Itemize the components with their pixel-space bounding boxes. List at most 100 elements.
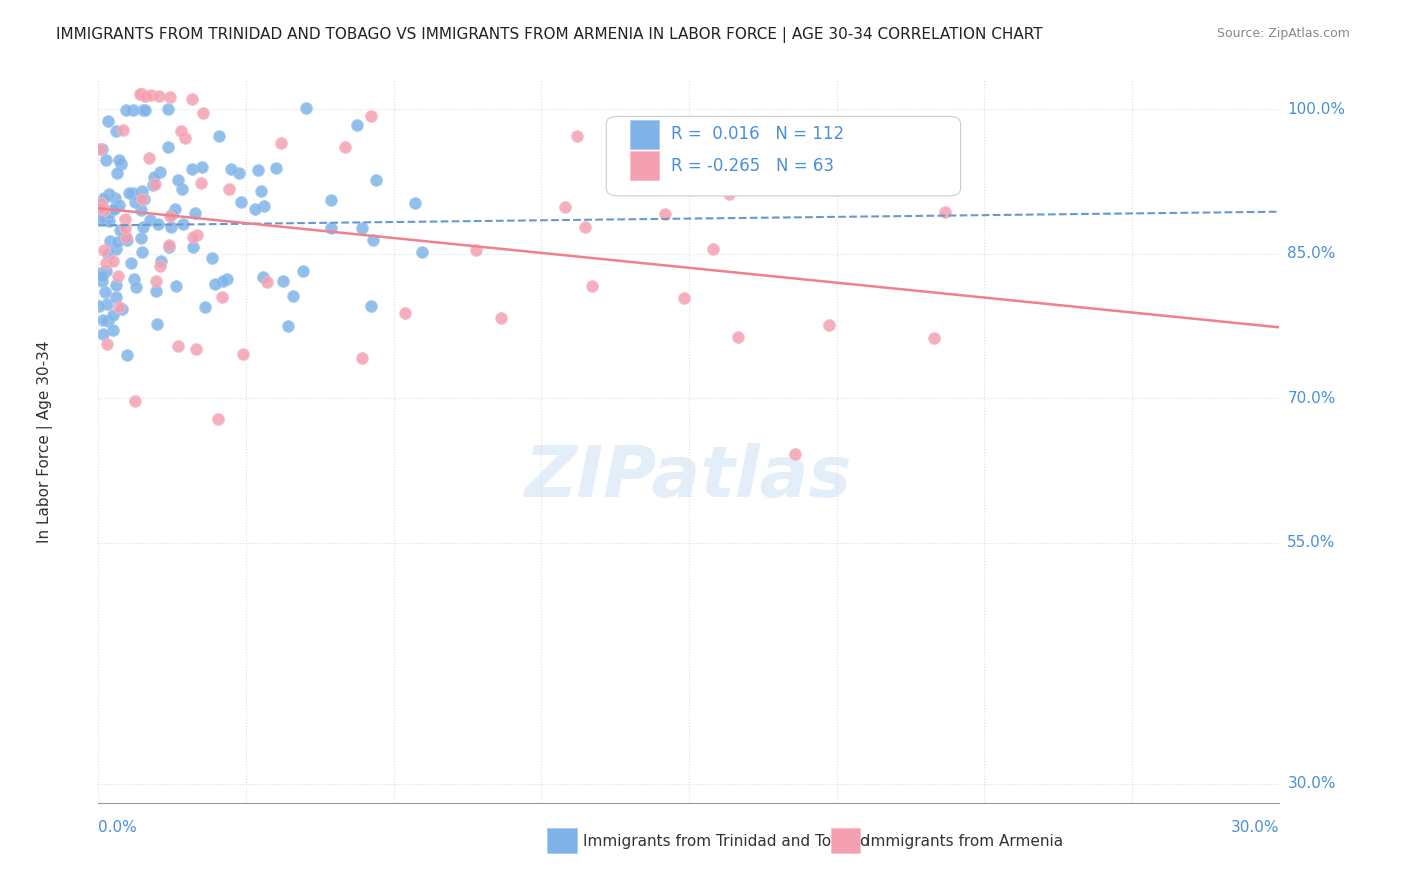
Point (253, 199, 276, 213)
Point (211, 290, 233, 304)
Point (252, 269, 274, 284)
Text: Immigrants from Trinidad and Tobago: Immigrants from Trinidad and Tobago (582, 834, 869, 848)
Point (87, 299, 110, 313)
Point (125, 280, 148, 294)
Point (228, 166, 250, 180)
Point (277, 318, 299, 333)
Point (91, 313, 114, 327)
Point (114, 212, 136, 227)
Point (134, 89, 156, 103)
Point (97, 114, 120, 128)
Text: 55.0%: 55.0% (1288, 535, 1336, 550)
Point (108, 198, 131, 212)
Point (138, 213, 160, 227)
Point (97, 214, 120, 228)
Point (218, 181, 240, 195)
Point (352, 220, 374, 235)
Point (246, 163, 269, 178)
Point (110, 156, 132, 170)
Point (96, 212, 118, 227)
FancyBboxPatch shape (547, 828, 576, 854)
Point (105, 166, 128, 180)
Point (101, 323, 124, 337)
Point (360, 300, 382, 314)
Point (131, 244, 153, 259)
Point (89, 199, 111, 213)
Point (194, 301, 217, 315)
Point (122, 186, 145, 201)
Point (134, 103, 156, 117)
Point (190, 176, 212, 190)
Point (554, 200, 576, 214)
Point (146, 217, 169, 231)
Point (157, 102, 180, 116)
Point (131, 202, 153, 217)
Point (114, 103, 136, 117)
Point (922, 331, 945, 345)
Point (149, 259, 172, 273)
Point (212, 274, 235, 288)
Point (104, 201, 127, 215)
Point (281, 288, 304, 302)
Point (727, 330, 749, 344)
Point (232, 347, 254, 361)
Point (104, 124, 127, 138)
Point (111, 122, 134, 136)
Point (97, 186, 120, 201)
Point (166, 279, 188, 293)
Point (93, 191, 115, 205)
Text: Source: ZipAtlas.com: Source: ZipAtlas.com (1216, 27, 1350, 40)
Point (96, 297, 118, 311)
Point (672, 291, 695, 305)
Point (90, 142, 112, 156)
Point (159, 210, 181, 224)
Point (489, 311, 512, 326)
Point (89, 142, 111, 156)
Point (181, 229, 204, 244)
Point (717, 186, 740, 201)
Point (565, 128, 588, 143)
FancyBboxPatch shape (630, 120, 659, 149)
Point (97, 206, 120, 220)
Point (181, 162, 204, 177)
Point (160, 219, 183, 234)
Point (170, 182, 193, 196)
Point (111, 301, 134, 316)
Text: 85.0%: 85.0% (1288, 246, 1336, 261)
Point (93, 243, 115, 257)
Point (143, 169, 166, 184)
Text: IMMIGRANTS FROM TRINIDAD AND TOBAGO VS IMMIGRANTS FROM ARMENIA IN LABOR FORCE | : IMMIGRANTS FROM TRINIDAD AND TOBAGO VS I… (56, 27, 1043, 43)
Point (129, 231, 152, 245)
Point (97, 314, 120, 328)
Point (114, 221, 136, 235)
Text: 70.0%: 70.0% (1288, 391, 1336, 406)
Point (404, 196, 426, 211)
Point (172, 217, 194, 231)
Point (295, 101, 318, 115)
Point (157, 139, 180, 153)
Text: 0.0%: 0.0% (98, 820, 138, 835)
Point (94, 264, 117, 278)
Point (143, 177, 166, 191)
Point (183, 239, 205, 253)
Point (207, 411, 229, 425)
Point (132, 192, 155, 206)
Point (129, 87, 152, 101)
Point (229, 194, 252, 209)
Point (103, 308, 125, 322)
Point (94, 207, 117, 221)
Point (149, 165, 172, 179)
Point (159, 89, 181, 103)
Point (142, 178, 165, 193)
Point (98, 235, 121, 249)
Point (101, 254, 124, 268)
Text: 100.0%: 100.0% (1288, 102, 1346, 117)
Point (120, 256, 142, 270)
Point (145, 274, 167, 288)
Point (350, 351, 373, 365)
Point (273, 274, 295, 288)
Point (201, 252, 224, 266)
Point (270, 136, 292, 150)
Point (654, 207, 676, 221)
Point (104, 242, 127, 256)
